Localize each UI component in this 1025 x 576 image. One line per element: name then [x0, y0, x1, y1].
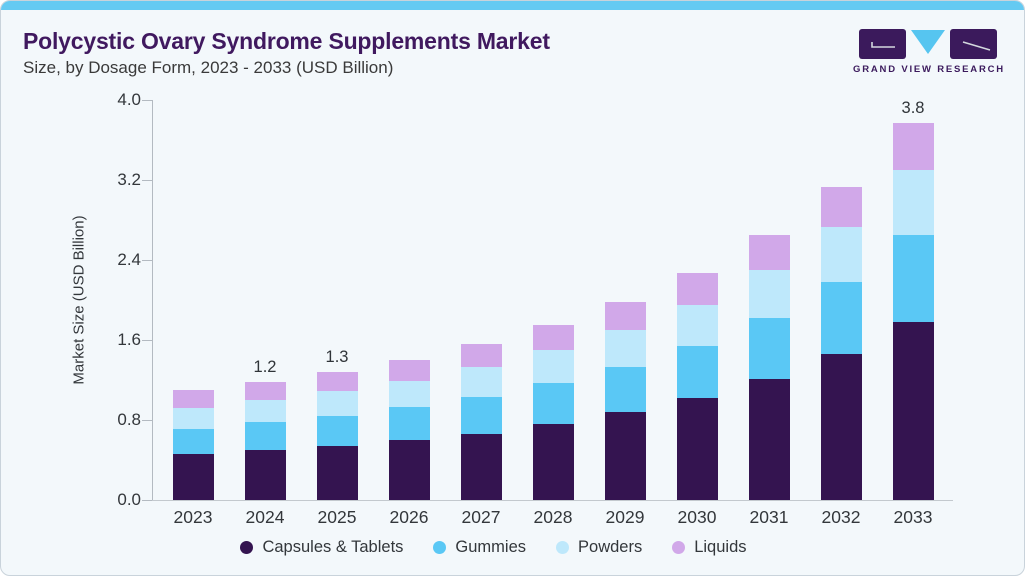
gvr-logo-icon: [859, 29, 997, 59]
bar-segment-capsules-tablets: [892, 322, 934, 500]
bar-segment-liquids: [460, 344, 502, 367]
legend-item-liquids: Liquids: [672, 538, 747, 557]
bar-segment-liquids: [676, 273, 718, 305]
bar-segment-powders: [892, 170, 934, 235]
bar-segment-capsules-tablets: [604, 412, 646, 500]
y-tick-mark: [142, 420, 152, 421]
y-tick-label: 0.8: [117, 410, 141, 429]
y-tick-label: 0.0: [117, 490, 141, 509]
bar-segment-liquids: [244, 382, 286, 400]
x-axis-label: 2029: [605, 507, 645, 527]
x-axis-label: 2030: [677, 507, 717, 527]
bar-segment-powders: [388, 381, 430, 407]
x-axis-label: 2023: [173, 507, 213, 527]
bar-total-label: 1.2: [253, 358, 277, 376]
bar-segment-powders: [532, 350, 574, 383]
bar-segment-capsules-tablets: [748, 379, 790, 500]
y-tick-label: 3.2: [117, 170, 141, 189]
legend: Capsules & Tablets Gummies Powders Liquids: [1, 538, 986, 557]
bar-segment-capsules-tablets: [532, 424, 574, 500]
y-axis-title: Market Size (USD Billion): [70, 215, 88, 385]
gvr-logo-text: GRAND VIEW RESEARCH: [853, 64, 1005, 75]
bar-segment-gummies: [604, 367, 646, 412]
bar-segment-powders: [676, 305, 718, 346]
y-tick-mark: [142, 180, 152, 181]
bar-segment-capsules-tablets: [244, 450, 286, 500]
legend-label: Powders: [578, 538, 643, 556]
bar-total-label: 3.8: [901, 99, 925, 117]
bar-segment-liquids: [316, 372, 358, 391]
legend-dot-icon: [240, 541, 254, 554]
x-axis-label: 2024: [245, 507, 285, 527]
page-subtitle: Size, by Dosage Form, 2023 - 2033 (USD B…: [23, 58, 394, 78]
x-axis-label: 2028: [533, 507, 573, 527]
page-title: Polycystic Ovary Syndrome Supplements Ma…: [23, 28, 550, 54]
x-axis-label: 2026: [389, 507, 429, 527]
bar-segment-gummies: [244, 422, 286, 450]
legend-label: Gummies: [455, 538, 527, 556]
bar-segment-powders: [460, 367, 502, 397]
bar-segment-powders: [820, 227, 862, 282]
bar-segment-gummies: [820, 282, 862, 354]
legend-dot-icon: [556, 541, 570, 554]
accent-strip: [1, 1, 1024, 10]
bar-segment-liquids: [748, 235, 790, 270]
y-tick-label: 1.6: [117, 330, 141, 349]
bar-segment-capsules-tablets: [460, 434, 502, 500]
bar-segment-gummies: [316, 416, 358, 446]
y-axis-line: [152, 100, 153, 500]
bar-total-label: 1.3: [325, 348, 349, 366]
bar-segment-capsules-tablets: [676, 398, 718, 500]
bar-segment-liquids: [172, 390, 214, 408]
y-tick-mark: [142, 100, 152, 101]
y-tick-mark: [142, 340, 152, 341]
y-tick-mark: [142, 500, 152, 501]
x-axis-label: 2031: [749, 507, 789, 527]
bar-segment-gummies: [532, 383, 574, 424]
bar-segment-gummies: [460, 397, 502, 434]
legend-item-capsules-tablets: Capsules & Tablets: [240, 538, 403, 557]
bar-segment-liquids: [820, 187, 862, 227]
legend-label: Capsules & Tablets: [262, 538, 404, 556]
bar-segment-powders: [748, 270, 790, 318]
bar-segment-capsules-tablets: [820, 354, 862, 500]
bar-segment-capsules-tablets: [316, 446, 358, 500]
legend-item-gummies: Gummies: [433, 538, 526, 557]
legend-dot-icon: [433, 541, 447, 554]
header: Polycystic Ovary Syndrome Supplements Ma…: [23, 28, 550, 78]
bar-segment-gummies: [172, 429, 214, 454]
bar-segment-powders: [316, 391, 358, 416]
bar-segment-liquids: [604, 302, 646, 330]
x-axis-label: 2027: [461, 507, 501, 527]
legend-dot-icon: [672, 541, 686, 554]
legend-label: Liquids: [694, 538, 747, 556]
x-axis-label: 2025: [317, 507, 357, 527]
x-axis-line: [152, 500, 953, 501]
x-axis-label: 2032: [821, 507, 861, 527]
legend-item-powders: Powders: [556, 538, 642, 557]
bar-segment-powders: [604, 330, 646, 367]
bar-segment-liquids: [388, 360, 430, 381]
bar-segment-powders: [244, 400, 286, 422]
bar-segment-gummies: [676, 346, 718, 398]
bar-segment-liquids: [532, 325, 574, 350]
bar-segment-gummies: [388, 407, 430, 440]
bar-segment-powders: [172, 408, 214, 429]
bar-segment-capsules-tablets: [388, 440, 430, 500]
y-tick-label: 2.4: [117, 250, 141, 269]
bar-segment-liquids: [892, 123, 934, 170]
bar-segment-capsules-tablets: [172, 454, 214, 500]
x-axis-label: 2033: [893, 507, 933, 527]
gvr-logo: GRAND VIEW RESEARCH: [853, 29, 1003, 75]
bar-segment-gummies: [892, 235, 934, 322]
bar-segment-gummies: [748, 318, 790, 379]
y-tick-mark: [142, 260, 152, 261]
y-tick-label: 4.0: [117, 90, 141, 109]
